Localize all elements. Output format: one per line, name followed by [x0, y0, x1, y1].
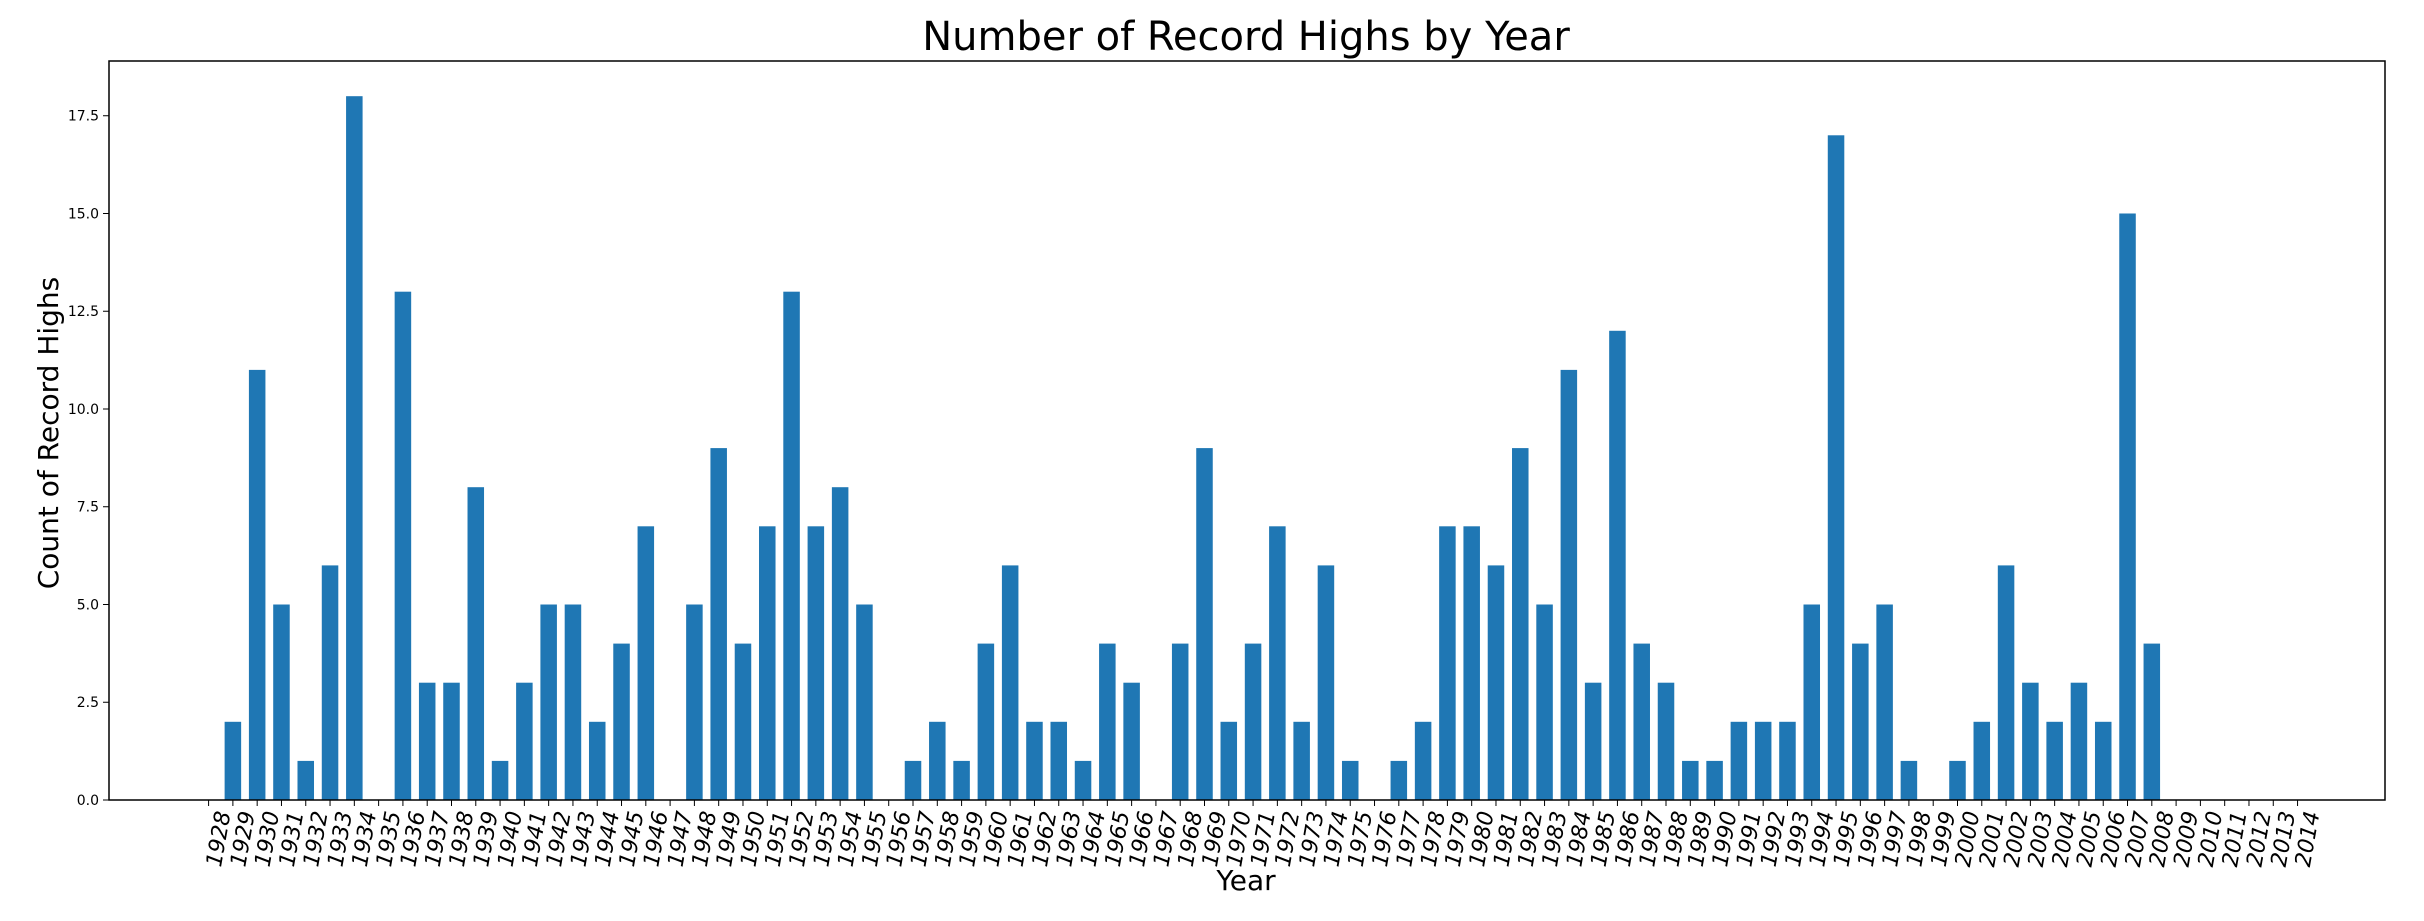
bar-1946	[637, 526, 655, 800]
bar-1932	[297, 760, 315, 800]
bar-1986	[1609, 330, 1626, 800]
bar-1964	[1074, 760, 1092, 800]
bar-1975	[1341, 760, 1359, 800]
bar-1994	[1803, 604, 1821, 800]
bar-1933	[321, 565, 339, 800]
bar-1929	[224, 721, 242, 800]
bar-1991	[1730, 721, 1748, 800]
y-tick-label: 5.0	[77, 597, 99, 613]
bar-1995	[1827, 135, 1845, 801]
bar-1966	[1123, 682, 1140, 800]
y-tick-label: 2.5	[77, 695, 99, 711]
bar-1973	[1293, 721, 1310, 800]
bar-1938	[443, 682, 460, 800]
bar-2006	[2094, 721, 2112, 800]
bar-1990	[1706, 760, 1723, 800]
bar-1983	[1536, 604, 1553, 800]
bar-2008	[2143, 643, 2161, 800]
bars-layer	[224, 96, 2161, 801]
bar-1941	[516, 682, 533, 800]
bar-1984	[1560, 369, 1578, 800]
chart-title: Number of Record Highs by Year	[922, 14, 1570, 60]
bar-1958	[929, 721, 946, 800]
bar-1996	[1852, 643, 1869, 800]
bar-1952	[783, 291, 800, 800]
bar-1987	[1633, 643, 1650, 800]
bar-1948	[686, 604, 703, 800]
bar-1968	[1171, 643, 1189, 800]
bar-2007	[2119, 213, 2136, 801]
bar-1949	[710, 448, 727, 800]
bar-1985	[1584, 682, 1602, 800]
bar-1957	[904, 760, 922, 800]
bar-1944	[588, 721, 606, 800]
x-axis-ticks: 1928192919301931193219331934193519361937…	[202, 800, 2325, 869]
bar-2000	[1949, 760, 1966, 800]
bar-1977	[1390, 760, 1408, 800]
bar-1981	[1487, 565, 1505, 800]
bar-1931	[273, 604, 290, 800]
bar-1989	[1682, 760, 1699, 800]
bar-1978	[1414, 721, 1432, 800]
bar-1962	[1026, 721, 1043, 800]
x-axis-label: Year	[1215, 864, 1276, 897]
bar-1979	[1439, 526, 1456, 800]
y-axis-label: Count of Record Highs	[32, 277, 65, 590]
y-tick-label: 15.0	[68, 206, 99, 222]
bar-1963	[1050, 721, 1068, 800]
y-tick-label: 0.0	[77, 793, 99, 809]
bar-1992	[1754, 721, 1772, 800]
bar-2004	[2046, 721, 2063, 800]
bar-1959	[953, 760, 970, 800]
bar-1939	[467, 487, 485, 800]
bar-1961	[1001, 565, 1019, 800]
y-tick-label: 7.5	[77, 500, 99, 516]
y-tick-label: 17.5	[68, 109, 99, 125]
bar-1943	[564, 604, 582, 800]
bar-1971	[1244, 643, 1262, 800]
bar-1972	[1269, 526, 1286, 800]
bar-2002	[1997, 565, 2015, 800]
bar-1953	[807, 526, 825, 800]
bar-1936	[394, 291, 412, 800]
bar-1945	[613, 643, 630, 800]
bar-1942	[540, 604, 557, 800]
bar-1970	[1220, 721, 1238, 800]
bar-1951	[759, 526, 776, 800]
bar-1930	[248, 369, 266, 800]
bar-2003	[2022, 682, 2039, 800]
bar-1993	[1779, 721, 1796, 800]
bar-1960	[977, 643, 995, 800]
bar-1965	[1099, 643, 1116, 800]
y-axis-ticks: 0.0 2.5 5.0 7.5 10.0 12.5 15.0 17.5	[68, 109, 109, 809]
bar-1980	[1463, 526, 1480, 800]
bar-1934	[346, 96, 363, 800]
bar-1937	[418, 682, 436, 800]
bar-1982	[1512, 448, 1529, 800]
bar-1998	[1900, 760, 1918, 800]
y-tick-label: 12.5	[68, 304, 99, 320]
bar-1988	[1657, 682, 1675, 800]
bar-1997	[1876, 604, 1893, 800]
bar-1954	[831, 487, 849, 800]
bar-1940	[491, 760, 509, 800]
plot-area-frame	[108, 60, 2386, 801]
bar-1969	[1196, 448, 1213, 800]
bar-1974	[1317, 565, 1335, 800]
y-tick-label: 10.0	[68, 402, 99, 418]
bar-1955	[856, 604, 873, 800]
bar-2001	[1973, 721, 1991, 800]
bar-2005	[2070, 682, 2088, 800]
bar-1950	[734, 643, 752, 800]
